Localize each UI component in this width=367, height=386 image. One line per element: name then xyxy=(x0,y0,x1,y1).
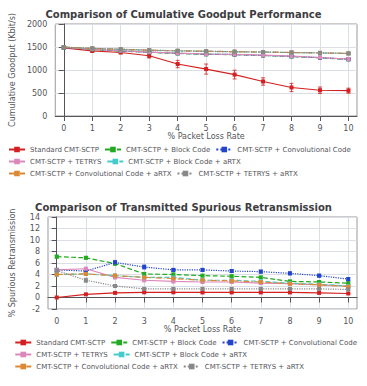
svg-text:4: 4 xyxy=(35,270,40,279)
svg-text:Comparison of Transmitted Spur: Comparison of Transmitted Spurious Retra… xyxy=(35,202,332,213)
svg-text:1: 1 xyxy=(83,317,88,326)
svg-text:8: 8 xyxy=(35,247,40,256)
svg-text:500: 500 xyxy=(32,89,47,98)
svg-text:2000: 2000 xyxy=(27,20,47,29)
svg-text:7: 7 xyxy=(261,124,266,133)
svg-text:5: 5 xyxy=(200,317,205,326)
svg-text:Standard CMT-SCTP: Standard CMT-SCTP xyxy=(36,339,105,347)
svg-text:CMT-SCTP + TETRYS + aRTX: CMT-SCTP + TETRYS + aRTX xyxy=(198,170,298,178)
svg-text:% Spurious Retransmission: % Spurious Retransmission xyxy=(8,209,17,318)
svg-text:Standard CMT-SCTP: Standard CMT-SCTP xyxy=(30,146,99,154)
svg-text:10: 10 xyxy=(343,317,353,326)
svg-text:CMT-SCTP + Convolutional Code: CMT-SCTP + Convolutional Code + aRTX xyxy=(36,363,178,371)
svg-text:7: 7 xyxy=(258,317,263,326)
svg-text:6: 6 xyxy=(35,259,40,268)
svg-text:CMT-SCTP + Convolutional Code: CMT-SCTP + Convolutional Code xyxy=(244,339,357,347)
svg-text:0: 0 xyxy=(61,124,66,133)
svg-text:4: 4 xyxy=(175,124,180,133)
svg-text:9: 9 xyxy=(317,124,322,133)
svg-text:8: 8 xyxy=(287,317,292,326)
svg-text:14: 14 xyxy=(30,213,40,222)
svg-text:0: 0 xyxy=(35,293,40,302)
svg-text:2: 2 xyxy=(113,317,118,326)
svg-text:% Packet Loss Rate: % Packet Loss Rate xyxy=(167,132,244,141)
svg-text:10: 10 xyxy=(30,236,40,245)
svg-text:12: 12 xyxy=(30,224,40,233)
svg-text:CMT-SCTP + Block Code: CMT-SCTP + Block Code xyxy=(126,146,210,154)
svg-text:CMT-SCTP + Block Code: CMT-SCTP + Block Code xyxy=(132,339,216,347)
svg-text:1500: 1500 xyxy=(27,43,47,52)
svg-text:8: 8 xyxy=(289,124,294,133)
svg-text:CMT-SCTP + Block Code + aRTX: CMT-SCTP + Block Code + aRTX xyxy=(135,351,248,359)
svg-text:3: 3 xyxy=(147,124,152,133)
svg-text:-2: -2 xyxy=(32,305,40,314)
svg-text:Cumulative Goodput (Kbit/s): Cumulative Goodput (Kbit/s) xyxy=(8,13,17,127)
svg-text:5: 5 xyxy=(204,124,209,133)
svg-text:CMT-SCTP + TETRYS: CMT-SCTP + TETRYS xyxy=(36,351,108,359)
svg-text:CMT-SCTP + TETRYS + aRTX: CMT-SCTP + TETRYS + aRTX xyxy=(205,363,305,371)
svg-text:2: 2 xyxy=(35,282,40,291)
svg-text:CMT-SCTP + Convolutional Code: CMT-SCTP + Convolutional Code + aRTX xyxy=(30,170,172,178)
svg-text:4: 4 xyxy=(171,317,176,326)
svg-text:CMT-SCTP + Block Code + aRTX: CMT-SCTP + Block Code + aRTX xyxy=(128,158,241,166)
svg-text:6: 6 xyxy=(229,317,234,326)
svg-text:CMT-SCTP + TETRYS: CMT-SCTP + TETRYS xyxy=(30,158,102,166)
svg-text:CMT-SCTP + Convolutional Code: CMT-SCTP + Convolutional Code xyxy=(237,146,350,154)
svg-text:% Packet Loss Rate: % Packet Loss Rate xyxy=(164,325,241,334)
svg-text:1: 1 xyxy=(90,124,95,133)
svg-text:10: 10 xyxy=(343,124,353,133)
svg-text:Comparison of Cumulative Goodp: Comparison of Cumulative Goodput Perform… xyxy=(45,9,321,20)
svg-text:0: 0 xyxy=(54,317,59,326)
svg-text:6: 6 xyxy=(232,124,237,133)
svg-text:0: 0 xyxy=(42,112,47,121)
svg-text:1000: 1000 xyxy=(27,66,47,75)
svg-text:2: 2 xyxy=(118,124,123,133)
svg-text:3: 3 xyxy=(142,317,147,326)
svg-text:9: 9 xyxy=(317,317,322,326)
